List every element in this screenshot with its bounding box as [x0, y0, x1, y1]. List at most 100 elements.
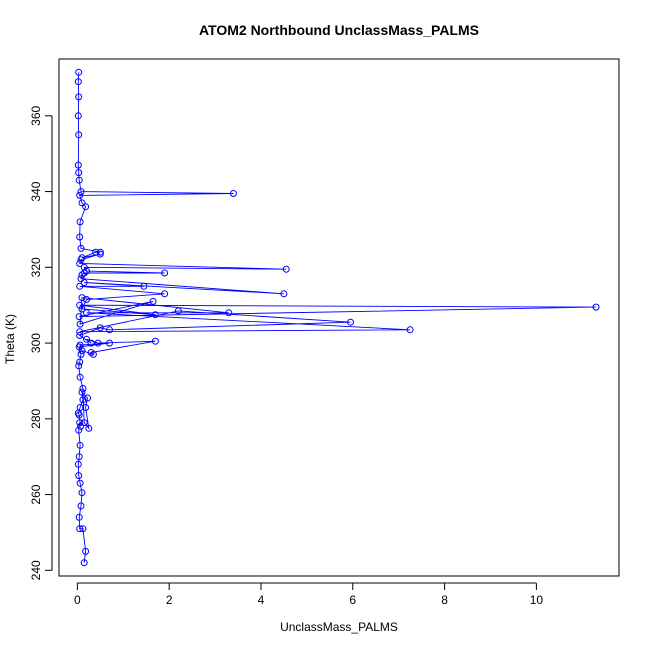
data-point	[76, 233, 84, 241]
y-tick-label: 300	[29, 333, 43, 353]
data-point	[83, 335, 90, 343]
data-point	[151, 337, 159, 345]
data-point	[82, 404, 90, 411]
x-tick-label: 10	[530, 593, 544, 607]
data-point	[76, 282, 84, 290]
data-point	[78, 388, 86, 396]
data-point	[406, 326, 414, 334]
data-point	[75, 131, 83, 139]
data-point	[75, 426, 83, 434]
data-point	[96, 248, 104, 256]
data-point	[87, 339, 95, 347]
data-point	[76, 525, 84, 533]
x-axis-label: UnclassMass_PALMS	[280, 620, 398, 634]
data-point	[79, 385, 87, 392]
data-point	[80, 419, 88, 427]
series-layer	[74, 68, 600, 567]
data-point	[78, 305, 86, 313]
data-point	[84, 394, 91, 402]
data-point	[89, 350, 97, 358]
data-point	[76, 479, 84, 487]
data-point	[161, 290, 169, 298]
y-axis-label: Theta (K)	[3, 314, 17, 364]
y-tick-label: 320	[29, 257, 43, 277]
data-point	[76, 358, 84, 366]
data-point	[280, 290, 288, 298]
data-point	[78, 254, 86, 262]
data-point	[75, 176, 83, 184]
data-point	[140, 282, 148, 290]
data-point	[174, 307, 182, 315]
data-point	[92, 248, 100, 256]
data-point	[82, 203, 90, 211]
data-point	[75, 513, 83, 521]
data-point	[75, 453, 83, 461]
x-tick-label: 0	[74, 593, 81, 607]
data-point	[229, 190, 237, 197]
x-tick-label: 4	[258, 593, 265, 607]
data-point	[74, 460, 82, 468]
y-tick-label: 260	[29, 484, 43, 504]
data-point	[96, 324, 104, 332]
data-point	[80, 559, 88, 567]
data-point	[106, 339, 113, 347]
data-point	[83, 267, 90, 275]
data-point	[76, 441, 84, 449]
data-point	[282, 265, 290, 273]
data-point	[75, 472, 83, 480]
data-point	[78, 489, 86, 497]
data-point	[75, 362, 83, 370]
data-point	[85, 424, 93, 432]
data-point	[96, 250, 104, 258]
series-line	[77, 72, 597, 563]
data-point	[74, 161, 82, 169]
y-tick-label: 280	[29, 408, 43, 428]
data-point	[75, 68, 83, 76]
data-point	[76, 191, 84, 199]
data-point	[77, 350, 85, 358]
chart-title: ATOM2 Northbound UnclassMass_PALMS	[199, 22, 479, 38]
data-point	[149, 297, 157, 305]
y-tick-label: 360	[29, 105, 43, 125]
data-point	[77, 502, 85, 510]
data-point	[76, 419, 84, 427]
data-point	[80, 263, 88, 271]
data-point	[76, 320, 84, 328]
data-point	[76, 373, 84, 381]
data-point	[78, 199, 86, 207]
data-point	[76, 332, 84, 339]
data-point	[79, 525, 87, 533]
data-point	[83, 296, 90, 303]
data-point	[76, 218, 84, 226]
data-point	[87, 349, 95, 356]
y-tick-label: 340	[29, 181, 43, 201]
data-point	[77, 188, 85, 196]
data-point	[75, 313, 83, 321]
data-point	[106, 326, 113, 334]
plot-area-border	[58, 58, 620, 577]
data-point	[77, 422, 85, 430]
x-axis: 0 2 4 6 8 10	[74, 582, 544, 607]
data-point	[161, 269, 169, 277]
data-point	[592, 303, 600, 311]
x-tick-label: 2	[166, 593, 173, 607]
data-point	[94, 339, 102, 347]
data-point	[78, 271, 86, 279]
data-point	[75, 169, 83, 177]
x-tick-label: 6	[349, 593, 356, 607]
y-axis: 240 260 280 300 320 340 360	[29, 105, 53, 580]
data-point	[82, 547, 90, 555]
data-point	[76, 328, 84, 336]
data-point	[77, 275, 85, 283]
x-tick-label: 8	[441, 593, 448, 607]
data-point	[347, 318, 354, 326]
data-point	[78, 294, 86, 302]
data-point	[76, 260, 84, 267]
data-point	[74, 78, 82, 86]
data-point	[225, 309, 233, 317]
data-point	[76, 301, 84, 309]
data-point	[79, 396, 87, 404]
data-point	[83, 309, 90, 317]
